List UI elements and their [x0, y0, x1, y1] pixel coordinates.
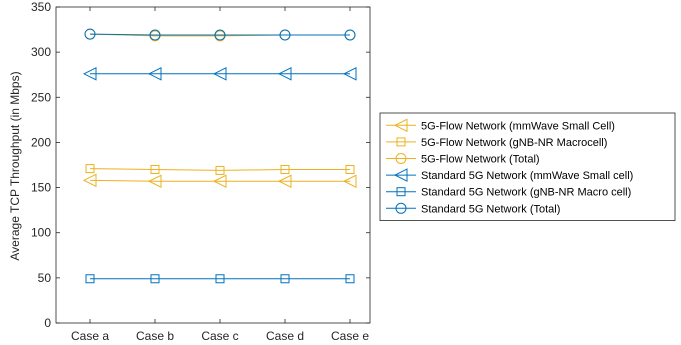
data-point — [214, 29, 226, 41]
legend-label: 5G-Flow Network (gNB-NR Macrocell) — [421, 137, 607, 149]
data-point — [342, 174, 357, 189]
series-line — [89, 168, 350, 171]
legend-marker — [396, 187, 406, 197]
legend-marker — [393, 168, 408, 182]
x-tick-label: Case a — [71, 329, 109, 343]
y-axis-label: Average TCP Throughput (in Mbps) — [8, 71, 22, 260]
legend-marker — [393, 118, 408, 133]
data-point — [280, 165, 290, 175]
y-tick-label: 350 — [31, 0, 51, 14]
legend: 5G-Flow Network (mmWave Small Cell) 5G-Fl… — [379, 112, 676, 221]
data-point — [82, 67, 97, 81]
legend-label: Standard 5G Network (gNB-NR Macro cell) — [421, 187, 631, 199]
legend-marker — [395, 202, 407, 214]
data-point — [345, 165, 355, 175]
y-tick-label: 0 — [44, 316, 51, 330]
data-point — [149, 29, 161, 41]
data-point — [277, 67, 292, 81]
data-point — [280, 274, 290, 284]
legend-marker — [395, 153, 407, 164]
series-4 — [85, 274, 355, 284]
data-point — [82, 173, 97, 188]
data-point — [147, 174, 162, 189]
legend-marker — [396, 137, 406, 147]
data-point — [344, 29, 356, 41]
y-tick-label: 250 — [31, 90, 51, 104]
series-line — [89, 179, 350, 182]
legend-label: Standard 5G Network (Total) — [421, 203, 560, 215]
data-point — [212, 174, 227, 189]
data-point — [150, 165, 160, 175]
legend-label: 5G-Flow Network (Total) — [421, 154, 540, 166]
x-tick-label: Case b — [136, 329, 174, 343]
legend-label: 5G-Flow Network (mmWave Small Cell) — [421, 120, 615, 132]
data-point — [212, 67, 227, 81]
series-line — [89, 33, 350, 36]
data-point — [279, 29, 291, 41]
data-point — [85, 164, 95, 174]
x-tick-label: Case c — [201, 329, 238, 343]
data-point — [84, 28, 96, 40]
data-point — [215, 274, 225, 284]
x-tick-label: Case d — [266, 329, 304, 343]
y-tick-label: 100 — [31, 226, 51, 240]
y-tick-label: 200 — [31, 135, 51, 149]
data-point — [277, 174, 292, 189]
data-point — [215, 165, 225, 175]
plot-area: 0 50 100 150 200 250 300 350 Case a Case b Case c C… — [31, 0, 371, 343]
data-point — [147, 67, 162, 81]
series-1 — [85, 164, 355, 175]
series-3 — [82, 67, 357, 81]
series-0 — [82, 173, 357, 189]
plot-frame — [55, 6, 371, 324]
legend-label: Standard 5G Network (mmWave Small cell) — [421, 170, 633, 182]
y-tick-label: 50 — [38, 271, 52, 285]
y-tick-label: 150 — [31, 181, 51, 195]
data-point — [85, 274, 95, 284]
data-point — [342, 67, 357, 81]
data-point — [150, 274, 160, 284]
legend-box — [379, 112, 676, 221]
x-tick-label: Case e — [331, 329, 369, 343]
y-tick-label: 300 — [31, 45, 51, 59]
data-point — [345, 274, 355, 284]
series-5 — [84, 28, 356, 41]
